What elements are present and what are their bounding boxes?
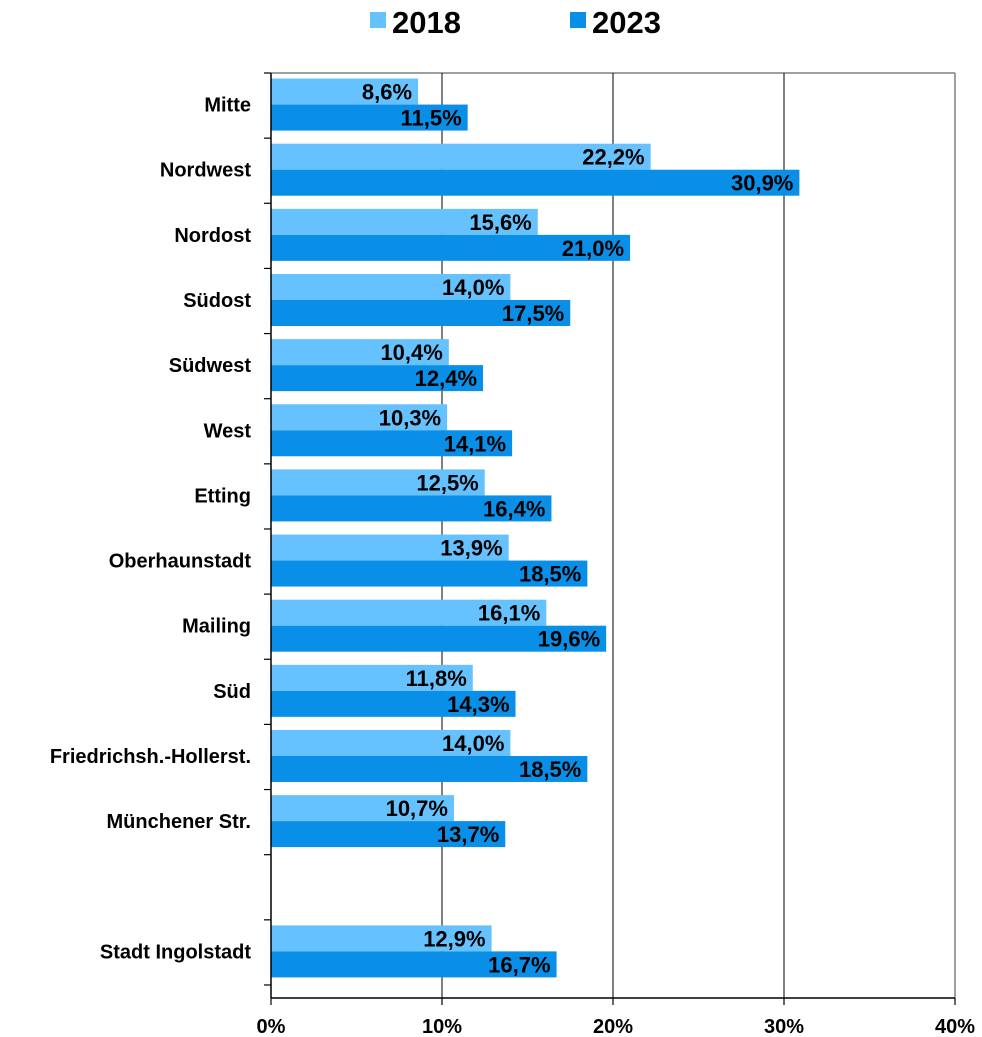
x-tick-label: 0%: [257, 1016, 286, 1037]
bar-2023-nordwest: [271, 169, 800, 196]
bar-2023-südost: [271, 299, 571, 326]
legend-swatch-2018: [370, 12, 386, 28]
category-label: Mailing: [182, 616, 251, 638]
bar-2018-friedrichsh-hollerst-: [271, 729, 511, 756]
data-label: 12,5%: [416, 470, 478, 495]
data-label: 8,6%: [362, 80, 412, 105]
bar-2023-etting: [271, 495, 552, 522]
category-label: Nordost: [174, 225, 251, 247]
bar-2023-mailing: [271, 625, 607, 652]
bar-2018-west: [271, 404, 448, 431]
x-tick-label: 30%: [764, 1016, 804, 1037]
data-label: 11,8%: [406, 666, 467, 691]
category-label: Münchener Str.: [107, 811, 251, 833]
data-label: 19,6%: [538, 627, 600, 652]
data-label: 30,9%: [731, 171, 793, 196]
axes: [264, 72, 956, 1005]
category-label: Nordwest: [160, 160, 251, 182]
data-label: 13,9%: [440, 536, 502, 561]
data-label: 16,4%: [483, 496, 545, 521]
data-label: 10,4%: [380, 340, 442, 365]
data-label: 14,3%: [447, 692, 509, 717]
bar-2018-mitte: [271, 78, 419, 105]
x-tick-label: 40%: [935, 1016, 975, 1037]
bar-2018-mailing: [271, 599, 547, 626]
bar-2018-südwest: [271, 339, 449, 366]
bar-2023-münchener-str-: [271, 821, 506, 848]
data-label: 16,1%: [478, 601, 540, 626]
data-label: 10,3%: [379, 405, 441, 430]
legend-swatch-2023: [570, 12, 586, 28]
data-label: 12,4%: [415, 366, 477, 391]
bar-2023-nordost: [271, 234, 631, 261]
bar-2023-west: [271, 430, 513, 457]
x-axis-tick-labels: 0% 10% 20% 30% 40%: [257, 1016, 976, 1037]
legend: 2018 2023: [370, 5, 661, 40]
legend-label-2018: 2018: [392, 5, 461, 40]
bar-2023-friedrichsh-hollerst-: [271, 755, 588, 782]
bar-2018-nordwest: [271, 143, 651, 170]
bar-2018-stadt-ingolstadt: [271, 925, 492, 952]
bar-2023-süd: [271, 690, 516, 717]
category-label: Oberhaunstadt: [109, 551, 252, 573]
bar-2018-oberhaunstadt: [271, 534, 509, 561]
legend-label-2023: 2023: [592, 5, 661, 40]
category-label: Stadt Ingolstadt: [100, 941, 251, 963]
x-tick-label: 10%: [422, 1016, 462, 1037]
category-label: Etting: [194, 485, 251, 507]
data-label: 13,7%: [437, 822, 499, 847]
bar-2023-stadt-ingolstadt: [271, 951, 557, 978]
data-label: 11,5%: [400, 106, 461, 131]
category-label: Südost: [183, 290, 251, 312]
bar-2023-südwest: [271, 365, 484, 392]
data-label: 21,0%: [562, 236, 624, 261]
y-axis-category-labels: Mitte Nordwest Nordost Südost Südwest West Ett…: [50, 95, 251, 964]
data-label: 15,6%: [469, 210, 531, 235]
bar-2023-oberhaunstadt: [271, 560, 588, 587]
category-label: Friedrichsh.-Hollerst.: [50, 746, 251, 768]
data-label: 14,0%: [442, 731, 504, 756]
data-label: 18,5%: [519, 757, 581, 782]
bar-2018-etting: [271, 469, 485, 496]
data-label: 10,7%: [386, 796, 448, 821]
data-label: 16,7%: [488, 952, 550, 977]
bar-2018-süd: [271, 664, 473, 691]
category-label: West: [204, 420, 252, 442]
data-label: 14,1%: [444, 431, 506, 456]
x-tick-label: 20%: [593, 1016, 633, 1037]
bar-2018-nordost: [271, 208, 538, 235]
data-label: 14,0%: [442, 275, 504, 300]
data-label: 22,2%: [582, 145, 644, 170]
bars: [271, 78, 800, 978]
bar-2018-südost: [271, 273, 511, 300]
data-label: 18,5%: [519, 562, 581, 587]
data-label: 12,9%: [423, 926, 485, 951]
category-label: Süd: [213, 681, 251, 703]
category-label: Mitte: [204, 95, 251, 117]
data-labels: 8,6%11,5%22,2%30,9%15,6%21,0%14,0%17,5%1…: [362, 80, 793, 978]
category-label: Südwest: [169, 355, 252, 377]
bar-2023-mitte: [271, 104, 468, 131]
data-label: 17,5%: [502, 301, 564, 326]
bar-2018-münchener-str-: [271, 795, 454, 822]
